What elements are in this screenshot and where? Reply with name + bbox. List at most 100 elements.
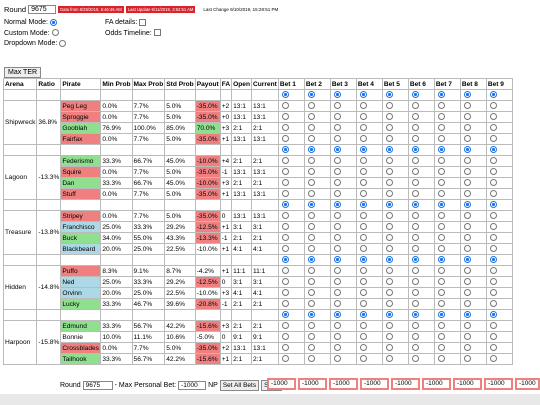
bet-9-pirate-radio[interactable] <box>489 223 497 231</box>
bet-3-arena-none-radio[interactable] <box>333 91 341 99</box>
bet-4-pirate-radio[interactable] <box>359 245 367 253</box>
bet-4-pirate-radio[interactable] <box>359 333 367 341</box>
bet-7-arena-none-radio[interactable] <box>437 91 445 99</box>
bet-3-pirate-radio[interactable] <box>333 179 341 187</box>
bet-3-pirate-radio[interactable] <box>333 322 341 330</box>
bet-6-pirate-radio[interactable] <box>411 278 419 286</box>
bet-6-amount-input[interactable]: -1000 <box>422 378 451 390</box>
bet-9-pirate-radio[interactable] <box>489 300 497 308</box>
bet-4-pirate-radio[interactable] <box>359 267 367 275</box>
bet-1-arena-none-radio[interactable] <box>281 91 289 99</box>
bet-4-pirate-radio[interactable] <box>359 179 367 187</box>
bet-4-pirate-radio[interactable] <box>359 124 367 132</box>
bet-9-pirate-radio[interactable] <box>489 135 497 143</box>
bet-2-pirate-radio[interactable] <box>307 278 315 286</box>
bet-2-pirate-radio[interactable] <box>307 113 315 121</box>
bet-2-pirate-radio[interactable] <box>307 234 315 242</box>
bet-1-pirate-radio[interactable] <box>281 168 289 176</box>
bet-4-pirate-radio[interactable] <box>359 168 367 176</box>
bet-6-arena-none-radio[interactable] <box>411 201 419 209</box>
bet-5-pirate-radio[interactable] <box>385 355 393 363</box>
bet-5-pirate-radio[interactable] <box>385 179 393 187</box>
bet-1-pirate-radio[interactable] <box>281 289 289 297</box>
bet-8-pirate-radio[interactable] <box>463 278 471 286</box>
bet-1-pirate-radio[interactable] <box>281 234 289 242</box>
bet-2-pirate-radio[interactable] <box>307 289 315 297</box>
bet-6-pirate-radio[interactable] <box>411 245 419 253</box>
bet-8-pirate-radio[interactable] <box>463 157 471 165</box>
bet-2-pirate-radio[interactable] <box>307 135 315 143</box>
max-ter-button[interactable]: Max TER <box>4 67 42 78</box>
bet-9-arena-none-radio[interactable] <box>489 146 497 154</box>
bet-5-pirate-radio[interactable] <box>385 124 393 132</box>
bet-1-pirate-radio[interactable] <box>281 278 289 286</box>
bet-3-pirate-radio[interactable] <box>333 333 341 341</box>
bet-3-arena-none-radio[interactable] <box>333 201 341 209</box>
bet-1-pirate-radio[interactable] <box>281 344 289 352</box>
bet-4-pirate-radio[interactable] <box>359 278 367 286</box>
bet-7-pirate-radio[interactable] <box>437 344 445 352</box>
bet-4-pirate-radio[interactable] <box>359 322 367 330</box>
bet-2-pirate-radio[interactable] <box>307 212 315 220</box>
bet-2-pirate-radio[interactable] <box>307 190 315 198</box>
bet-4-pirate-radio[interactable] <box>359 234 367 242</box>
bet-8-amount-input[interactable]: -1000 <box>484 378 513 390</box>
bet-8-pirate-radio[interactable] <box>463 234 471 242</box>
bet-9-pirate-radio[interactable] <box>489 179 497 187</box>
bet-1-pirate-radio[interactable] <box>281 190 289 198</box>
bet-7-amount-input[interactable]: -1000 <box>453 378 482 390</box>
bet-2-pirate-radio[interactable] <box>307 168 315 176</box>
bet-6-arena-none-radio[interactable] <box>411 311 419 319</box>
custom-mode-radio[interactable] <box>51 29 59 37</box>
normal-mode-radio[interactable] <box>49 18 57 26</box>
bet-5-pirate-radio[interactable] <box>385 300 393 308</box>
bet-4-pirate-radio[interactable] <box>359 102 367 110</box>
bet-8-pirate-radio[interactable] <box>463 289 471 297</box>
bet-6-pirate-radio[interactable] <box>411 157 419 165</box>
bet-2-arena-none-radio[interactable] <box>307 91 315 99</box>
bet-9-pirate-radio[interactable] <box>489 278 497 286</box>
bet-7-pirate-radio[interactable] <box>437 267 445 275</box>
bet-6-arena-none-radio[interactable] <box>411 146 419 154</box>
bet-1-pirate-radio[interactable] <box>281 245 289 253</box>
bet-8-pirate-radio[interactable] <box>463 245 471 253</box>
bet-3-pirate-radio[interactable] <box>333 124 341 132</box>
bet-3-pirate-radio[interactable] <box>333 344 341 352</box>
bet-5-pirate-radio[interactable] <box>385 234 393 242</box>
bet-1-pirate-radio[interactable] <box>281 179 289 187</box>
bet-5-pirate-radio[interactable] <box>385 333 393 341</box>
bet-1-pirate-radio[interactable] <box>281 223 289 231</box>
bet-9-pirate-radio[interactable] <box>489 355 497 363</box>
bet-7-pirate-radio[interactable] <box>437 223 445 231</box>
bet-2-pirate-radio[interactable] <box>307 355 315 363</box>
bet-8-pirate-radio[interactable] <box>463 113 471 121</box>
bet-8-pirate-radio[interactable] <box>463 179 471 187</box>
bet-3-pirate-radio[interactable] <box>333 245 341 253</box>
bet-2-arena-none-radio[interactable] <box>307 201 315 209</box>
bet-1-pirate-radio[interactable] <box>281 212 289 220</box>
bet-3-pirate-radio[interactable] <box>333 355 341 363</box>
bet-7-arena-none-radio[interactable] <box>437 146 445 154</box>
bet-8-pirate-radio[interactable] <box>463 267 471 275</box>
bet-5-pirate-radio[interactable] <box>385 113 393 121</box>
bet-8-pirate-radio[interactable] <box>463 190 471 198</box>
bet-6-pirate-radio[interactable] <box>411 135 419 143</box>
bet-9-pirate-radio[interactable] <box>489 267 497 275</box>
bet-6-arena-none-radio[interactable] <box>411 256 419 264</box>
bet-3-pirate-radio[interactable] <box>333 190 341 198</box>
bet-1-arena-none-radio[interactable] <box>281 311 289 319</box>
bet-9-pirate-radio[interactable] <box>489 168 497 176</box>
bet-6-pirate-radio[interactable] <box>411 179 419 187</box>
bet-9-pirate-radio[interactable] <box>489 289 497 297</box>
bet-3-pirate-radio[interactable] <box>333 212 341 220</box>
bet-8-pirate-radio[interactable] <box>463 102 471 110</box>
bet-6-pirate-radio[interactable] <box>411 267 419 275</box>
bet-1-pirate-radio[interactable] <box>281 113 289 121</box>
bet-7-arena-none-radio[interactable] <box>437 311 445 319</box>
bet-9-arena-none-radio[interactable] <box>489 91 497 99</box>
bet-8-arena-none-radio[interactable] <box>463 256 471 264</box>
bet-4-arena-none-radio[interactable] <box>359 256 367 264</box>
bet-1-pirate-radio[interactable] <box>281 355 289 363</box>
bet-6-pirate-radio[interactable] <box>411 344 419 352</box>
bet-7-arena-none-radio[interactable] <box>437 256 445 264</box>
